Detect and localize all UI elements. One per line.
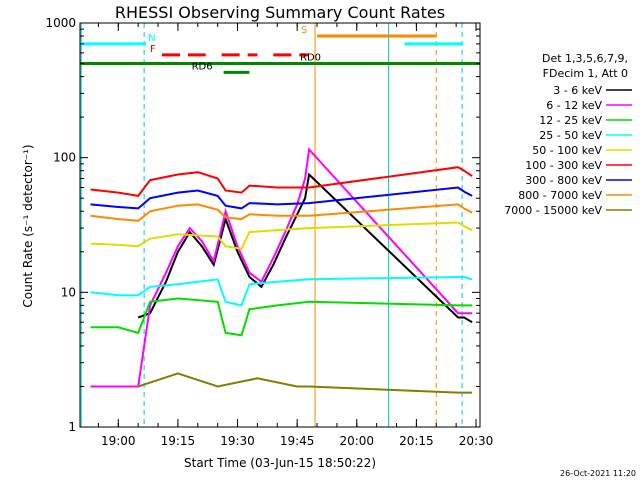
annotation-layer: N S F RD0 RD6 [80, 25, 480, 74]
x-tick-label: 19:45 [280, 434, 315, 448]
legend-label: 100 - 300 keV [525, 159, 602, 172]
legend-header-line-2: FDecim 1, Att 0 [543, 67, 628, 80]
x-tick-label: 19:30 [220, 434, 255, 448]
legend-label: 3 - 6 keV [553, 84, 602, 97]
timestamp-label: 26-Oct-2021 11:20 [560, 469, 636, 478]
legend-label: 50 - 100 keV [532, 144, 602, 157]
legend-header-line-1: Det 1,3,5,6,7,9, [542, 52, 628, 65]
y-axis-label: Count Rate (s⁻¹ detector⁻¹) [21, 144, 35, 307]
series-layer [90, 147, 473, 394]
series-line-100-300-kev [90, 166, 473, 197]
x-tick-label: 19:15 [161, 434, 196, 448]
y-tick-label: 100 [53, 151, 76, 165]
plot-frame [79, 22, 481, 428]
y-tick-label: 1 [68, 420, 76, 434]
x-tick-label: 19:00 [101, 434, 136, 448]
series-line-800-7000-kev [90, 203, 473, 222]
legend: Det 1,3,5,6,7,9, FDecim 1, Att 0 3 - 6 k… [504, 52, 632, 217]
series-line-50-100-kev [90, 221, 473, 251]
legend-label: 12 - 25 keV [539, 114, 602, 127]
legend-label: 800 - 7000 keV [518, 189, 602, 202]
series-line-7000-15000-kev [137, 372, 473, 394]
x-tick-label: 20:00 [339, 434, 374, 448]
y-tick-label: 1000 [45, 16, 76, 30]
annotation-label-s: S [301, 25, 307, 36]
chart-title: RHESSI Observing Summary Count Rates [115, 3, 445, 22]
legend-label: 300 - 800 keV [525, 174, 602, 187]
axis-layer: 1 10 100 1000 19:00 19:15 19:30 19:45 20:00 20:15… [45, 16, 493, 448]
annotation-label-f: F [150, 44, 156, 55]
x-tick-label: 20:30 [459, 434, 494, 448]
series-line-25-50-kev [90, 276, 473, 307]
series-line-6-12-kev [90, 147, 473, 388]
series-line-12-25-kev [90, 297, 473, 337]
series-line-300-800-kev [90, 186, 473, 210]
annotation-label-n: N [148, 33, 155, 44]
legend-label: 6 - 12 keV [546, 99, 602, 112]
y-tick-label: 10 [61, 285, 76, 299]
annotation-label-rd6: RD6 [192, 61, 213, 72]
x-tick-label: 20:15 [399, 434, 434, 448]
x-axis-label: Start Time (03-Jun-15 18:50:22) [184, 456, 376, 470]
legend-label: 25 - 50 keV [539, 129, 602, 142]
legend-label: 7000 - 15000 keV [504, 204, 602, 217]
annotation-label-rd0: RD0 [300, 53, 321, 64]
series-line-3-6-kev [137, 172, 473, 324]
